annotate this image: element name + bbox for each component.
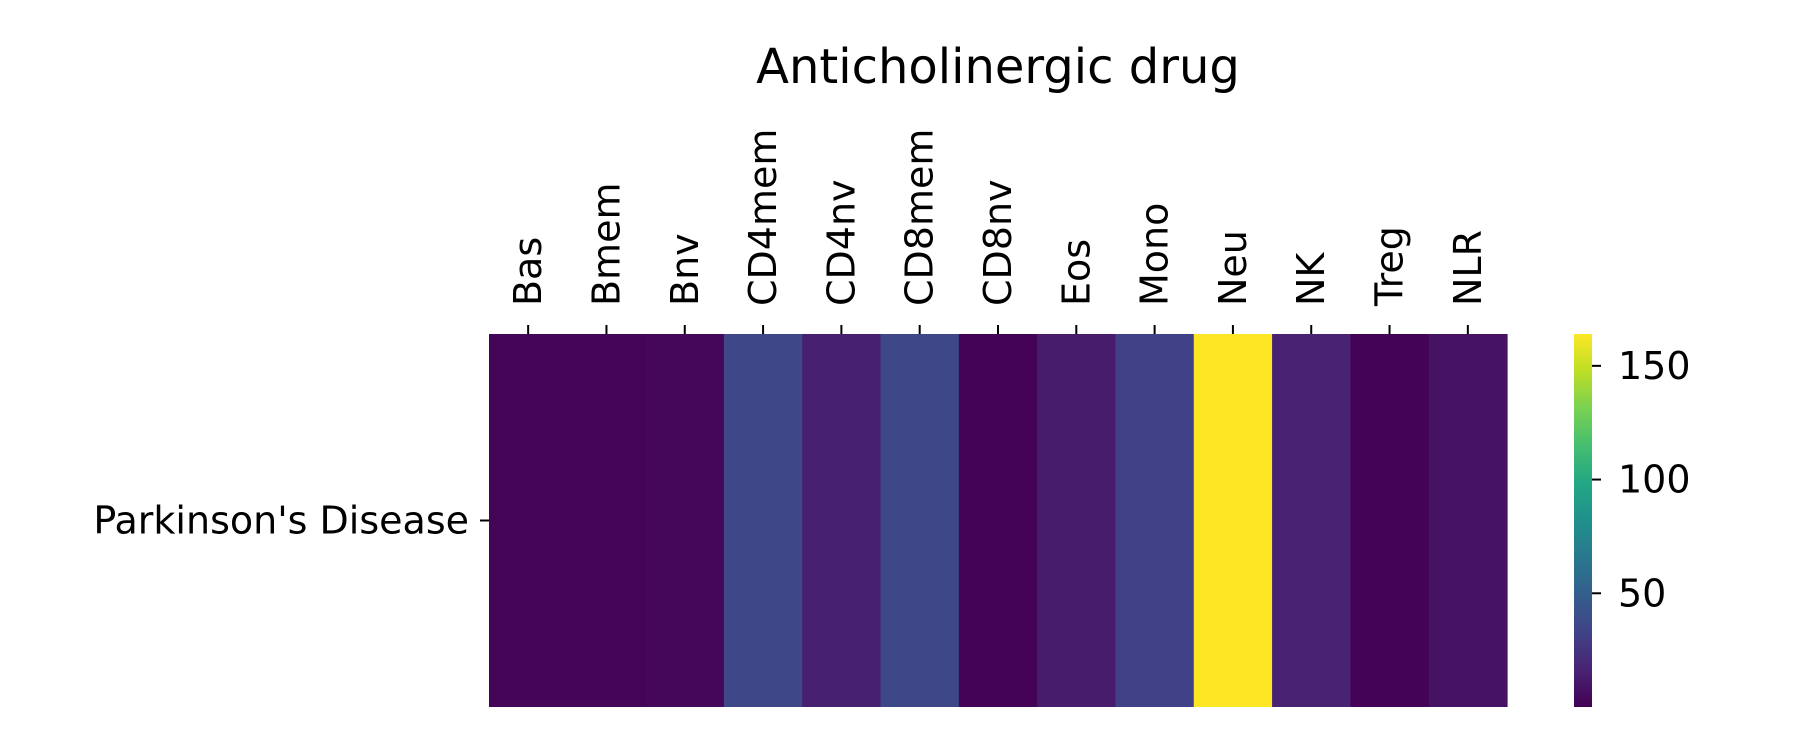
x-tick-label: NLR bbox=[1446, 230, 1490, 306]
x-tick-label: CD4nv bbox=[819, 179, 863, 306]
heatmap-cell-bas bbox=[489, 334, 568, 707]
heatmap-cell-eos bbox=[1037, 334, 1117, 707]
heatmap-cell-treg bbox=[1350, 334, 1430, 707]
heatmap-cell-cd4mem bbox=[723, 334, 803, 707]
heatmap-cell-bmem bbox=[567, 334, 647, 707]
heatmap-cell-neu bbox=[1193, 334, 1273, 707]
y-axis: Parkinson's Disease bbox=[93, 499, 489, 543]
x-tick-label: CD8nv bbox=[976, 179, 1020, 306]
colorbar-tick-label: 150 bbox=[1618, 344, 1691, 388]
heatmap-cell-cd8mem bbox=[880, 334, 960, 707]
colorbar-gradient bbox=[1574, 334, 1592, 707]
x-tick-label: CD8mem bbox=[898, 129, 942, 306]
x-tick-label: Treg bbox=[1368, 226, 1412, 307]
heatmap-cell-cd8nv bbox=[958, 334, 1038, 707]
heatmap-cell-bnv bbox=[645, 334, 725, 707]
x-tick-label: NK bbox=[1289, 252, 1333, 306]
x-tick-label: Mono bbox=[1133, 203, 1177, 306]
x-tick-label: Eos bbox=[1054, 239, 1098, 306]
chart-title: Anticholinergic drug bbox=[756, 39, 1240, 95]
x-tick-label: Bnv bbox=[663, 233, 707, 306]
heatmap-cell-cd4nv bbox=[802, 334, 882, 707]
x-tick-label: Bmem bbox=[584, 183, 628, 306]
x-tick-label: Neu bbox=[1211, 230, 1255, 306]
y-tick-label: Parkinson's Disease bbox=[93, 499, 469, 543]
heatmap-cells bbox=[489, 334, 1508, 707]
colorbar-tick-label: 50 bbox=[1618, 571, 1666, 615]
heatmap-cell-nk bbox=[1272, 334, 1351, 707]
x-axis: Bas Bmem Bnv CD4mem CD4nv CD8mem CD8nv Eos Mono N… bbox=[506, 129, 1490, 334]
heatmap-cell-mono bbox=[1115, 334, 1195, 707]
colorbar-tick-label: 100 bbox=[1618, 458, 1691, 502]
heatmap-cell-nlr bbox=[1428, 334, 1508, 707]
x-tick-label: CD4mem bbox=[741, 129, 785, 306]
colorbar: 50 100 150 bbox=[1574, 334, 1691, 707]
x-tick-label: Bas bbox=[506, 237, 550, 306]
